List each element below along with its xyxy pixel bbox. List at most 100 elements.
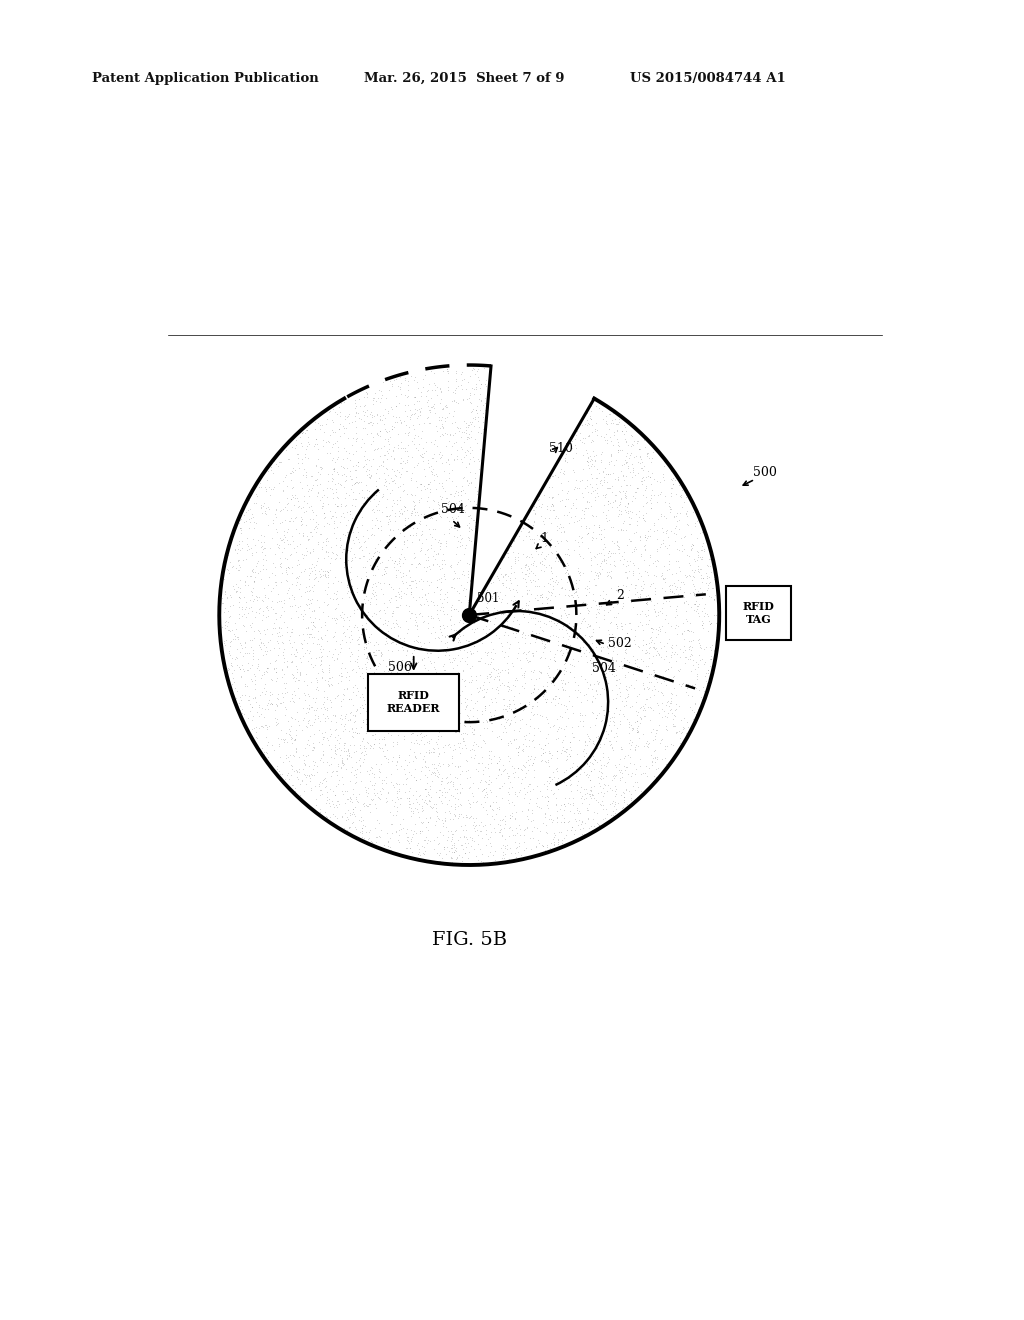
Point (587, 656, 603, 677)
Point (376, 564, 392, 585)
Point (518, 647, 535, 668)
Point (678, 601, 694, 622)
Point (592, 767, 608, 788)
Point (377, 407, 393, 428)
Point (311, 609, 328, 630)
Point (330, 593, 346, 614)
Point (459, 440, 475, 461)
Point (401, 601, 418, 622)
Point (561, 544, 578, 565)
Point (612, 488, 629, 510)
Point (309, 698, 326, 719)
Point (334, 752, 350, 774)
Point (558, 638, 574, 659)
Point (544, 603, 560, 624)
Point (398, 461, 415, 482)
Point (375, 741, 391, 762)
Point (439, 407, 456, 428)
Point (316, 710, 333, 731)
Point (415, 748, 431, 770)
Point (518, 545, 535, 566)
Point (703, 634, 720, 655)
Point (413, 569, 429, 590)
Point (475, 407, 492, 428)
Point (456, 564, 472, 585)
Point (529, 590, 546, 611)
Point (541, 425, 557, 446)
Point (498, 585, 514, 606)
Point (372, 599, 388, 620)
Point (492, 405, 508, 426)
Point (380, 513, 396, 535)
Point (585, 754, 601, 775)
Point (384, 603, 400, 624)
Point (364, 758, 380, 779)
Point (698, 565, 715, 586)
Point (346, 711, 362, 733)
Point (452, 640, 468, 661)
Point (497, 411, 513, 432)
Point (517, 414, 534, 436)
Point (520, 651, 537, 672)
Point (549, 721, 565, 742)
Point (585, 504, 601, 525)
Point (298, 544, 314, 565)
Point (329, 587, 345, 609)
Point (551, 717, 567, 738)
Point (501, 784, 517, 805)
Point (480, 672, 497, 693)
Point (271, 590, 288, 611)
Point (617, 499, 634, 520)
Point (439, 507, 456, 528)
Point (439, 581, 456, 602)
Point (379, 615, 395, 636)
Point (668, 684, 684, 705)
Point (453, 417, 469, 438)
Point (469, 590, 485, 611)
Point (557, 434, 573, 455)
Point (680, 717, 696, 738)
Point (273, 597, 290, 618)
Point (305, 519, 322, 540)
Point (323, 747, 339, 768)
Point (503, 474, 519, 495)
Point (559, 531, 575, 552)
Point (640, 585, 656, 606)
Text: US 2015/0084744 A1: US 2015/0084744 A1 (630, 71, 785, 84)
Point (462, 739, 478, 760)
Point (554, 578, 570, 599)
Point (548, 546, 564, 568)
Point (442, 483, 459, 504)
Point (322, 779, 338, 800)
Point (346, 392, 362, 413)
Point (389, 733, 406, 754)
Point (372, 733, 388, 754)
Point (353, 486, 370, 507)
Point (376, 593, 392, 614)
Point (634, 451, 650, 473)
Point (356, 589, 373, 610)
Point (331, 737, 347, 758)
Point (463, 836, 479, 857)
Point (439, 491, 456, 512)
Point (569, 417, 586, 438)
Point (395, 411, 412, 432)
Point (546, 612, 562, 634)
Point (325, 643, 341, 664)
Point (288, 541, 304, 562)
Point (400, 719, 417, 741)
Point (482, 478, 499, 499)
Point (281, 519, 297, 540)
Point (400, 752, 417, 774)
Point (471, 370, 487, 391)
Point (274, 499, 291, 520)
Point (509, 648, 525, 669)
Point (493, 549, 509, 570)
Point (616, 787, 633, 808)
Point (459, 647, 475, 668)
Point (371, 455, 387, 477)
Point (646, 725, 663, 746)
Point (425, 465, 441, 486)
Point (578, 764, 594, 785)
Point (397, 768, 414, 789)
